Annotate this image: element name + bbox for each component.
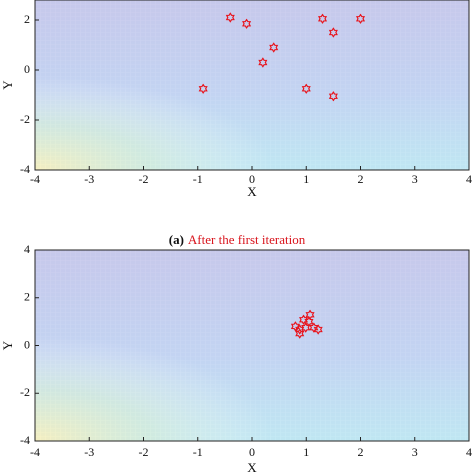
x-tick-label: 3: [412, 445, 418, 459]
x-tick-label: -4: [30, 445, 40, 459]
x-tick-label: -4: [30, 172, 40, 186]
y-axis-label: Y: [0, 80, 15, 90]
x-tick-label: -2: [139, 445, 149, 459]
x-tick-label: -3: [84, 445, 94, 459]
y-tick-label: -4: [20, 162, 30, 176]
x-tick-label: 1: [303, 172, 309, 186]
x-axis-label: X: [247, 460, 257, 474]
x-tick-label: 2: [358, 445, 364, 459]
caption: (a) After the first iteration: [169, 232, 306, 247]
x-tick-label: 4: [466, 445, 472, 459]
x-axis-label: X: [247, 184, 257, 199]
x-tick-label: -2: [139, 172, 149, 186]
x-tick-label: -1: [193, 445, 203, 459]
y-tick-label: 4: [24, 242, 30, 256]
contour-mesh: [35, 0, 469, 170]
y-tick-label: 2: [24, 12, 30, 26]
x-tick-label: -3: [84, 172, 94, 186]
caption-label: (a): [169, 232, 184, 247]
x-tick-label: -1: [193, 172, 203, 186]
y-tick-label: 0: [24, 62, 30, 76]
y-tick-label: -2: [20, 385, 30, 399]
caption-text: After the first iteration: [188, 232, 306, 247]
y-tick-label: 2: [24, 290, 30, 304]
x-tick-label: 0: [249, 445, 255, 459]
x-tick-label: 4: [466, 172, 472, 186]
y-tick-label: 0: [24, 337, 30, 351]
x-tick-label: 0: [249, 172, 255, 186]
contour-mesh: [35, 250, 469, 441]
x-tick-label: 1: [303, 445, 309, 459]
x-tick-label: 2: [358, 172, 364, 186]
x-tick-label: 3: [412, 172, 418, 186]
y-axis-label: Y: [0, 340, 15, 350]
y-tick-label: -4: [20, 433, 30, 447]
y-tick-label: -2: [20, 112, 30, 126]
